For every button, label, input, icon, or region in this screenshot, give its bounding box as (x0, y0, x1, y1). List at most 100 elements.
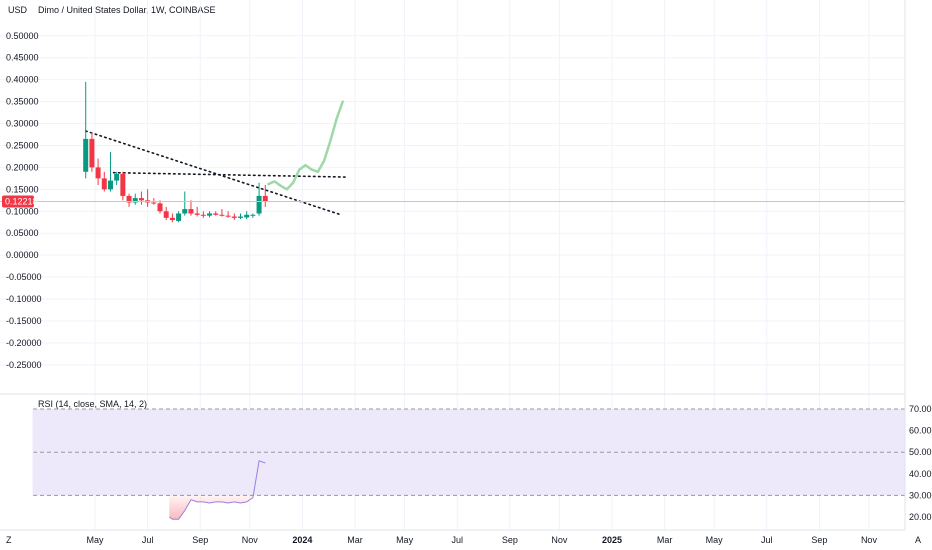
candle-body (132, 198, 138, 203)
candle-down (262, 184, 268, 207)
time-tick-label: Jul (761, 535, 773, 545)
time-tick-label: 2025 (602, 535, 622, 545)
candle-body (244, 214, 250, 218)
price-tick-label: -0.25000 (6, 360, 42, 370)
rsi-tick-label: 60.00 (909, 426, 932, 436)
price-tick-label: 0.50000 (6, 31, 39, 41)
candle-body (256, 195, 262, 214)
candle-body (182, 209, 188, 214)
rsi-tick-label: 30.00 (909, 490, 932, 500)
trendline-descending[interactable] (84, 130, 341, 216)
candle-body (138, 198, 144, 201)
price-tick-label: 0.30000 (6, 119, 39, 129)
candle-up (256, 182, 262, 216)
price-tick-label: 0.20000 (6, 162, 39, 172)
candle-body (213, 213, 219, 215)
candle-body (107, 180, 113, 190)
candle-up (244, 211, 250, 220)
time-tick-label: May (396, 535, 414, 545)
price-tick-label: 0.10000 (6, 206, 39, 216)
price-tick-label: -0.15000 (6, 316, 42, 326)
time-tick-label: Mar (347, 535, 363, 545)
trendlines[interactable] (84, 130, 347, 216)
time-tick-label: 2024 (292, 535, 312, 545)
time-tick-label: Jul (451, 535, 463, 545)
zoom-icon[interactable]: Z (6, 535, 12, 545)
rsi-label: RSI (14, close, SMA, 14, 2) (38, 399, 147, 409)
price-tick-label: -0.10000 (6, 294, 42, 304)
candle-body (207, 213, 213, 216)
candle-down (225, 211, 231, 218)
candle-down (163, 206, 169, 221)
rsi-tick-label: 50.00 (909, 447, 932, 457)
candle-body (250, 214, 256, 216)
candle-down (231, 213, 237, 221)
rsi-band (32, 408, 905, 496)
candle-body (89, 138, 95, 168)
candle-body (262, 195, 268, 202)
candle-up (132, 193, 138, 205)
candle-up (250, 213, 256, 218)
price-tick-label: 0.25000 (6, 140, 39, 150)
candle-body (176, 213, 182, 221)
price-tick-label: 0.45000 (6, 53, 39, 63)
time-tick-label: Jul (142, 535, 154, 545)
candle-body (194, 213, 200, 215)
time-tick-label: Sep (192, 535, 208, 545)
rsi-axis[interactable]: 70.00 60.00 50.00 40.00 30.00 20.00 (909, 404, 932, 522)
time-tick-label: Sep (811, 535, 827, 545)
time-tick-label: May (706, 535, 724, 545)
rsi-tick-label: 40.00 (909, 469, 932, 479)
last-price-line: 0.12218 (0, 195, 905, 208)
candle-body (219, 214, 225, 216)
time-tick-label: Mar (657, 535, 673, 545)
candle-down (120, 171, 126, 201)
candle-body (225, 215, 231, 217)
candle-up (114, 171, 120, 185)
time-tick-label: May (86, 535, 104, 545)
price-tick-label: 0.00000 (6, 250, 39, 260)
time-tick-label: Sep (502, 535, 518, 545)
time-tick-label: Nov (242, 535, 259, 545)
candle-down (95, 158, 101, 185)
candle-body (238, 216, 244, 218)
candle-up (83, 81, 89, 179)
rsi-series-line (169, 460, 266, 520)
candle-down (169, 213, 175, 223)
candle-body (114, 173, 120, 181)
candle-body (169, 217, 175, 221)
auto-scale-icon[interactable]: A (915, 535, 921, 545)
candle-up (238, 213, 244, 220)
price-tick-label: 0.15000 (6, 184, 39, 194)
candle-body (163, 211, 169, 218)
last-price-tag (2, 195, 34, 208)
candle-down (138, 191, 144, 205)
projection-path (267, 100, 344, 191)
candle-body (83, 138, 89, 172)
price-axis[interactable]: 0.50000 0.45000 0.40000 0.35000 0.30000 0.250… (6, 31, 42, 370)
projection-curve (267, 100, 344, 191)
candle-body (95, 167, 101, 179)
price-tick-label: 0.35000 (6, 97, 39, 107)
candle-body (188, 209, 194, 214)
candle-down (219, 209, 225, 217)
trendline-horizontal[interactable] (112, 171, 347, 178)
candle-up (207, 211, 213, 218)
candle-body (126, 195, 132, 203)
candle-down (200, 211, 206, 218)
candle-down (101, 171, 107, 192)
time-tick-label: Nov (861, 535, 878, 545)
candle-up (107, 152, 113, 192)
price-tick-label: -0.20000 (6, 338, 42, 348)
candle-body (101, 178, 107, 190)
rsi-tick-label: 20.00 (909, 512, 932, 522)
price-tick-label: -0.05000 (6, 272, 42, 282)
candle-up (182, 191, 188, 216)
candle-body (200, 214, 206, 216)
time-axis[interactable]: May Jul Sep Nov 2024 Mar May Jul Sep Nov 2025 Mar Ma… (86, 535, 877, 545)
candle-body (157, 203, 163, 212)
candle-body (231, 216, 237, 218)
last-price-value: 0.12218 (5, 197, 38, 207)
candles (83, 81, 268, 223)
